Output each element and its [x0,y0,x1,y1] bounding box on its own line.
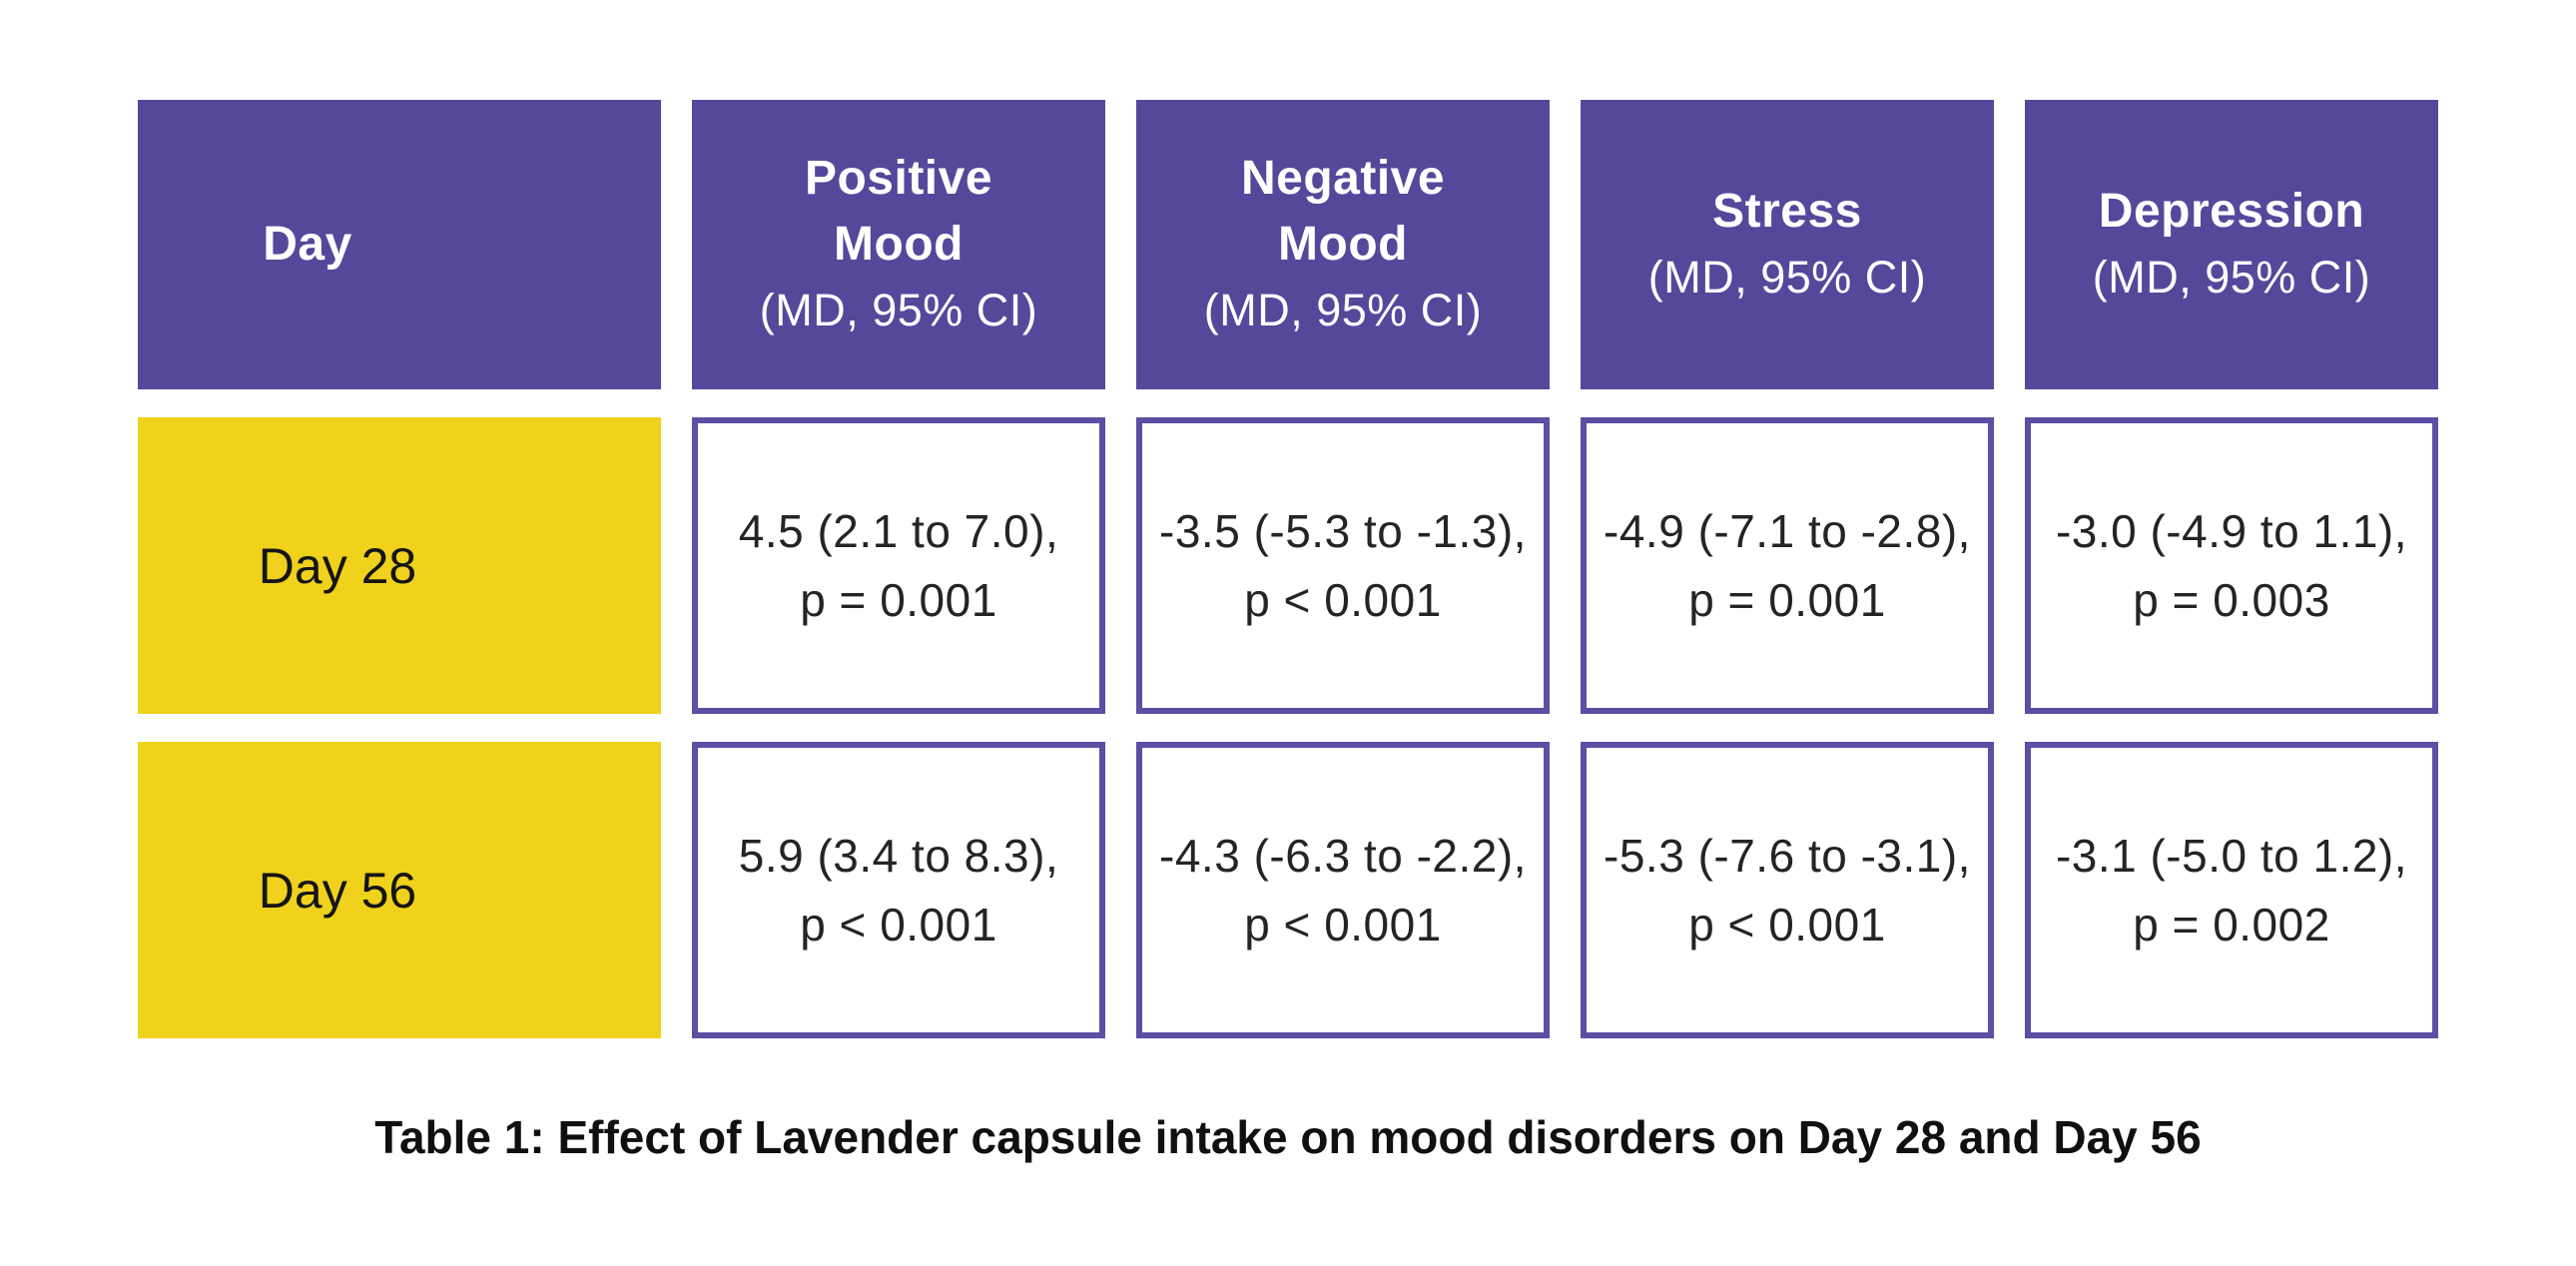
column-header-depression: Depression (MD, 95% CI) [2025,100,2438,389]
row-label-day-56-text: Day 56 [258,862,417,919]
cell-day28-negative-mood-pvalue: p < 0.001 [1244,573,1442,626]
column-header-positive-mood: Positive Mood (MD, 95% CI) [692,100,1105,389]
column-header-depression-sublabel: (MD, 95% CI) [2092,252,2371,303]
row-label-day-28: Day 28 [138,417,661,714]
cell-day28-depression-pvalue: p = 0.003 [2133,573,2330,626]
cell-day28-negative-mood-estimate: -3.5 (-5.3 to -1.3), [1159,504,1527,557]
cell-day56-stress-estimate: -5.3 (-7.6 to -3.1), [1604,829,1971,882]
column-header-stress-label: Stress [1712,185,1862,238]
cell-day28-positive-mood: 4.5 (2.1 to 7.0), p = 0.001 [692,417,1105,714]
column-header-depression-label: Depression [2098,185,2365,238]
cell-day56-positive-mood: 5.9 (3.4 to 8.3), p < 0.001 [692,742,1105,1038]
results-table: Day Positive Mood (MD, 95% CI) Negative … [138,100,2438,1038]
cell-day28-positive-mood-pvalue: p = 0.001 [800,573,997,626]
cell-day56-positive-mood-estimate: 5.9 (3.4 to 8.3), [738,829,1059,882]
cell-day28-depression-estimate: -3.0 (-4.9 to 1.1), [2055,504,2408,557]
cell-day56-negative-mood-estimate: -4.3 (-6.3 to -2.2), [1159,829,1527,882]
row-label-day-28-text: Day 28 [258,537,417,594]
column-header-positive-mood-label: Positive Mood [804,152,993,271]
cell-day28-stress-pvalue: p = 0.001 [1688,573,1886,626]
cell-day56-depression-pvalue: p = 0.002 [2133,898,2330,950]
column-header-negative-mood-sublabel: (MD, 95% CI) [1203,285,1483,335]
column-header-day-label: Day [263,218,352,271]
column-header-negative-mood-label: Negative Mood [1240,152,1446,271]
cell-day28-positive-mood-estimate: 4.5 (2.1 to 7.0), [738,504,1059,557]
column-header-stress-sublabel: (MD, 95% CI) [1647,252,1927,303]
cell-day56-positive-mood-pvalue: p < 0.001 [800,898,997,950]
cell-day28-depression: -3.0 (-4.9 to 1.1), p = 0.003 [2025,417,2438,714]
cell-day56-negative-mood-pvalue: p < 0.001 [1244,898,1442,950]
row-label-day-56: Day 56 [138,742,661,1038]
column-header-positive-mood-sublabel: (MD, 95% CI) [759,285,1038,335]
cell-day56-stress: -5.3 (-7.6 to -3.1), p < 0.001 [1581,742,1994,1038]
column-header-day: Day [138,100,661,389]
cell-day56-depression: -3.1 (-5.0 to 1.2), p = 0.002 [2025,742,2438,1038]
cell-day28-stress: -4.9 (-7.1 to -2.8), p = 0.001 [1581,417,1994,714]
cell-day56-stress-pvalue: p < 0.001 [1688,898,1886,950]
column-header-negative-mood: Negative Mood (MD, 95% CI) [1136,100,1550,389]
cell-day28-stress-estimate: -4.9 (-7.1 to -2.8), [1604,504,1971,557]
cell-day56-depression-estimate: -3.1 (-5.0 to 1.2), [2055,829,2408,882]
table-caption: Table 1: Effect of Lavender capsule inta… [374,1111,2202,1163]
cell-day28-negative-mood: -3.5 (-5.3 to -1.3), p < 0.001 [1136,417,1550,714]
cell-day56-negative-mood: -4.3 (-6.3 to -2.2), p < 0.001 [1136,742,1550,1038]
column-header-stress: Stress (MD, 95% CI) [1581,100,1994,389]
